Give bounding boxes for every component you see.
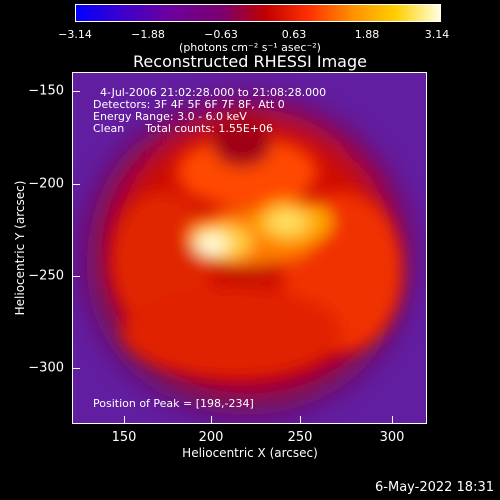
colorbar-tick: 0.63 <box>281 28 307 41</box>
colorbar-tick: −0.63 <box>204 28 238 41</box>
x-tick <box>300 416 301 424</box>
solar-image <box>72 72 427 424</box>
y-tick <box>72 368 80 369</box>
colorbar-tick: 1.88 <box>354 28 380 41</box>
timestamp: 6-May-2022 18:31 <box>375 480 494 495</box>
peak-position-text: Position of Peak = [198,-234] <box>93 397 254 410</box>
colorbar-tick: −1.88 <box>131 28 165 41</box>
y-tick <box>72 184 80 185</box>
x-tick-label: 250 <box>287 430 313 445</box>
y-tick-label: −200 <box>28 176 64 192</box>
y-tick-label: −300 <box>28 360 64 376</box>
x-tick <box>124 416 125 424</box>
energy-range-text: Energy Range: 3.0 - 6.0 keV <box>93 110 247 123</box>
y-tick <box>72 91 80 92</box>
colorbar <box>75 4 441 22</box>
y-tick <box>72 276 80 277</box>
colorbar-tick: −3.14 <box>58 28 92 41</box>
colorbar-units: (photons cm⁻² s⁻¹ asec⁻²) <box>179 41 321 54</box>
x-tick-label: 300 <box>379 430 405 445</box>
colorbar-ticks: −3.14 −1.88 −0.63 0.63 1.88 3.14 <box>58 0 449 41</box>
detectors-text: Detectors: 3F 4F 5F 6F 7F 8F, Att 0 <box>93 98 285 111</box>
y-tick-label: −150 <box>28 83 64 99</box>
clean-counts-text: Clean Total counts: 1.55E+06 <box>93 122 274 135</box>
x-tick <box>392 416 393 424</box>
x-tick <box>211 416 212 424</box>
colorbar-tick: 3.14 <box>424 28 450 41</box>
y-tick-label: −250 <box>28 268 64 284</box>
x-tick-label: 150 <box>111 430 137 445</box>
plot-title: Reconstructed RHESSI Image <box>133 52 367 71</box>
x-axis-title: Heliocentric X (arcsec) <box>182 446 318 460</box>
time-range-text: 4-Jul-2006 21:02:28.000 to 21:08:28.000 <box>100 86 327 99</box>
y-axis-title: Heliocentric Y (arcsec) <box>13 180 27 316</box>
x-tick-label: 200 <box>198 430 224 445</box>
